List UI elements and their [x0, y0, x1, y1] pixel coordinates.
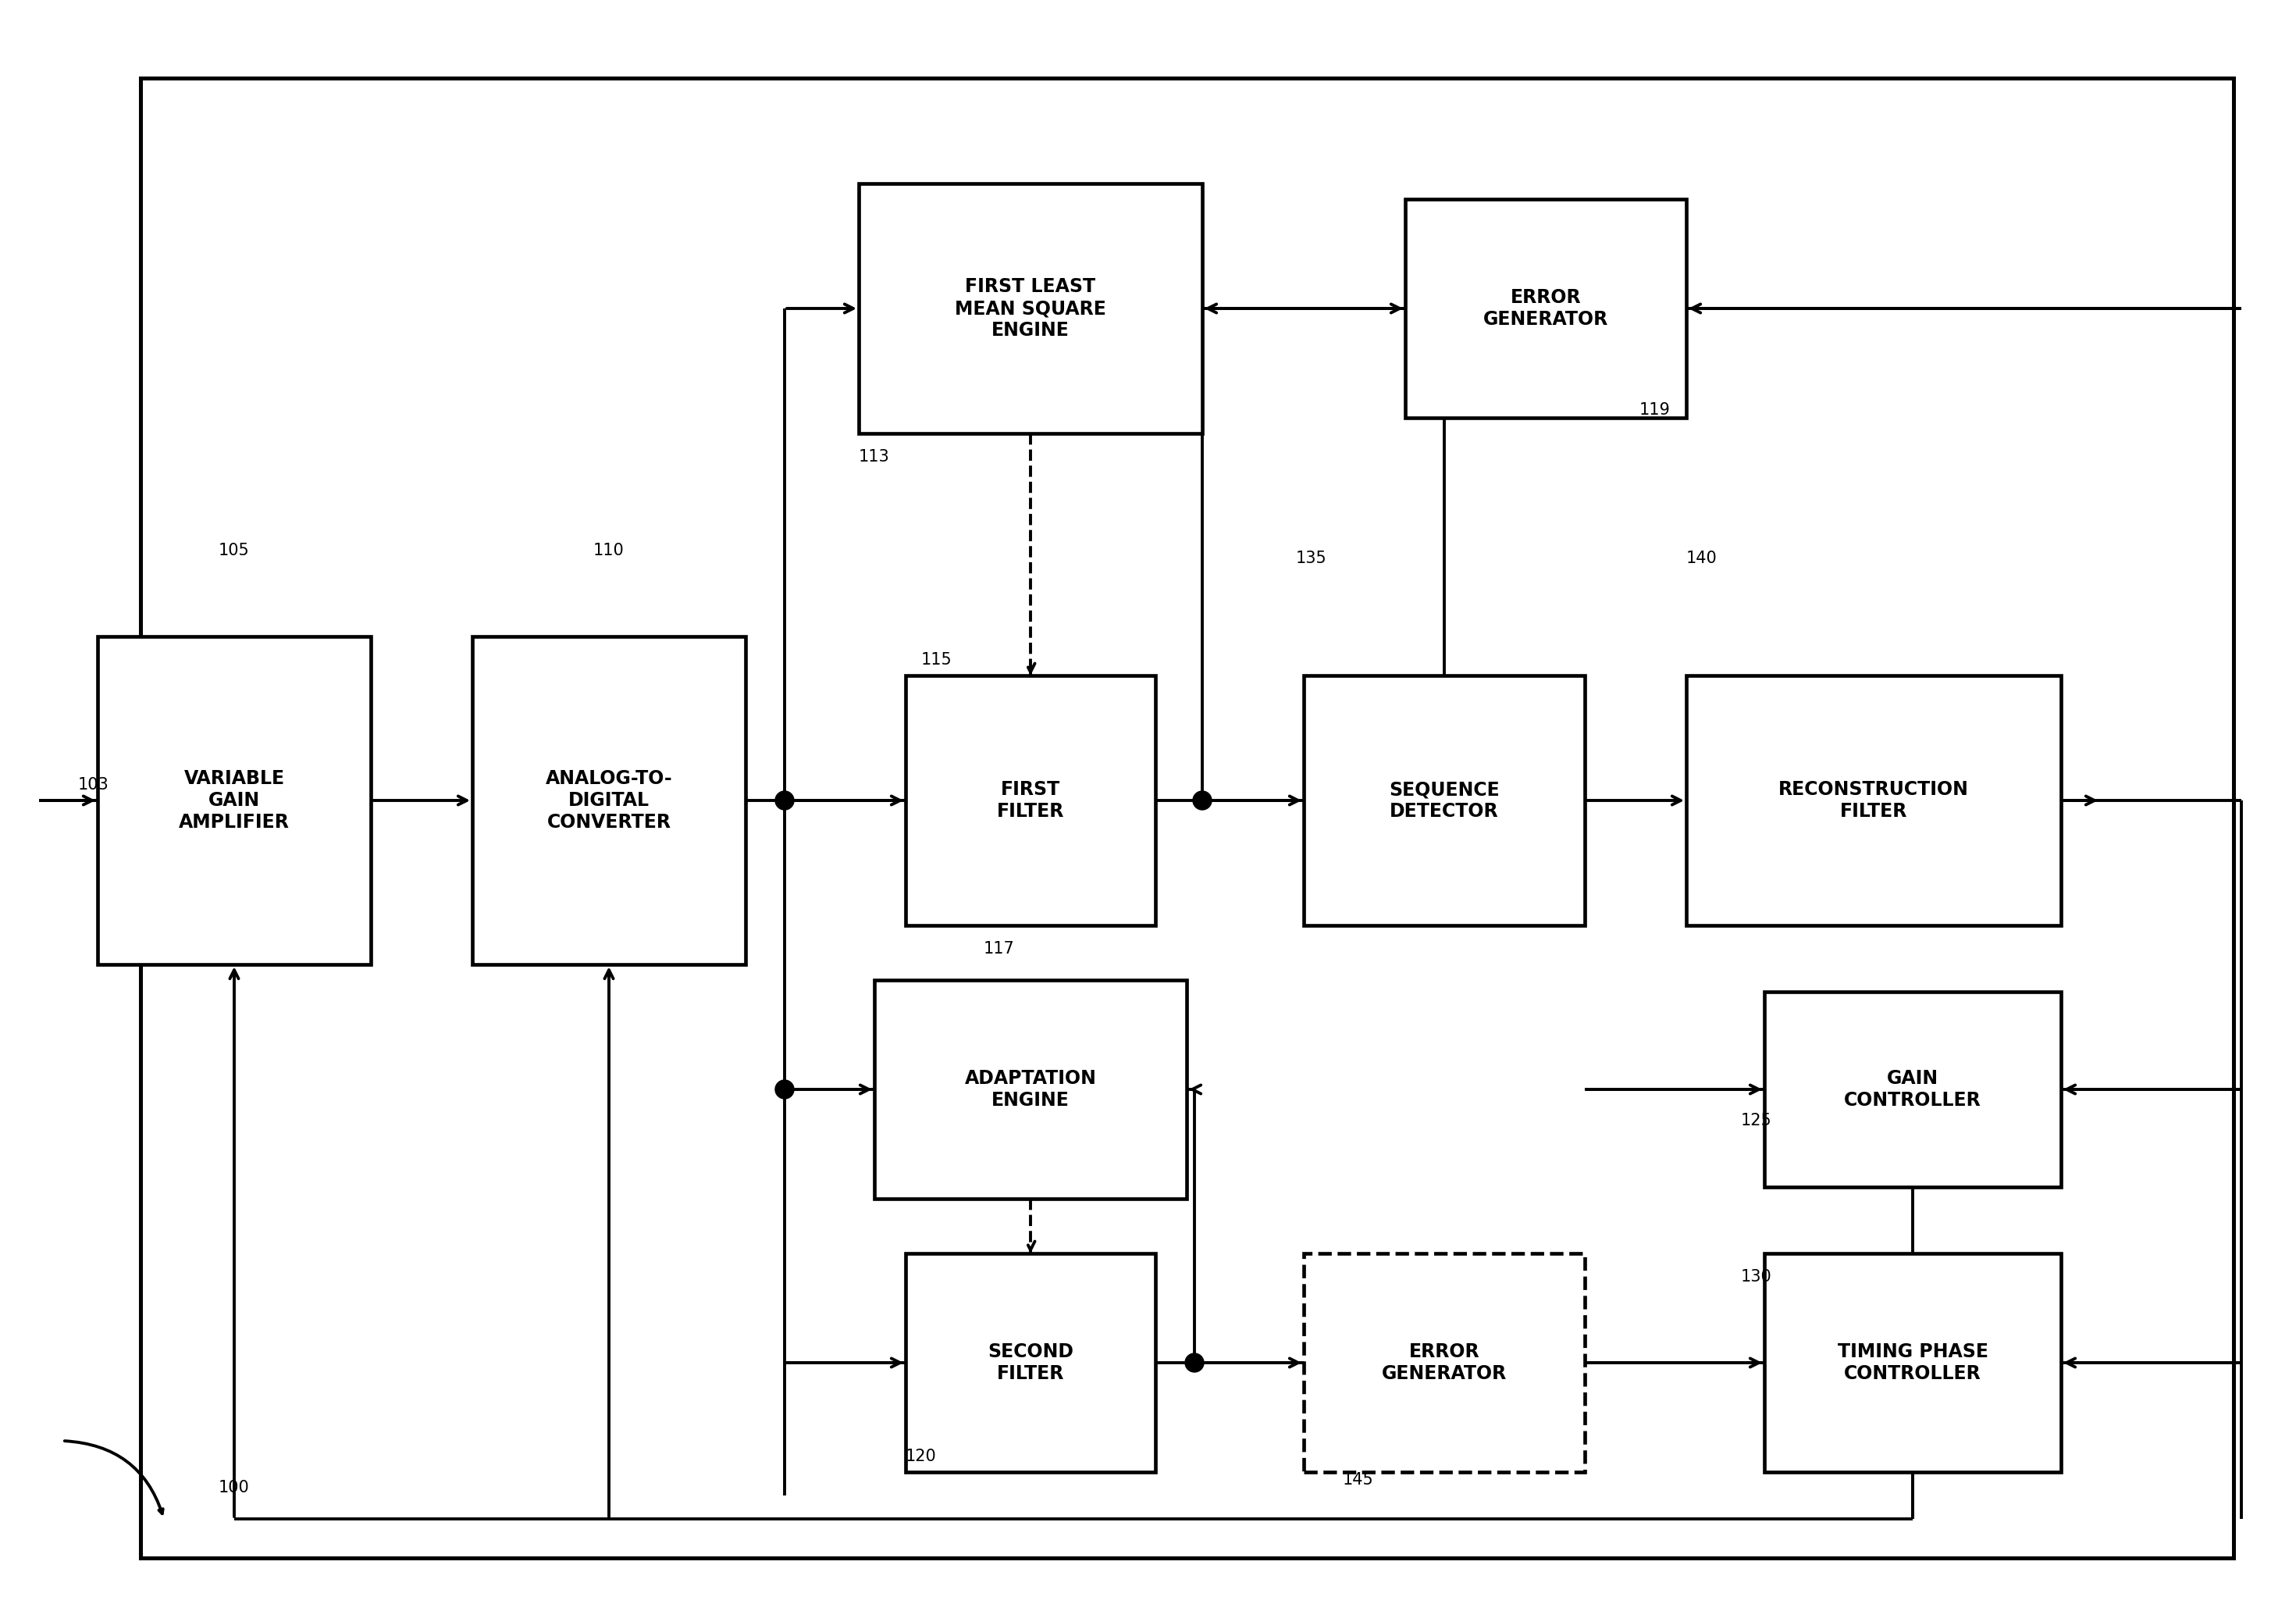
Text: FIRST
FILTER: FIRST FILTER — [996, 781, 1065, 821]
Text: 100: 100 — [218, 1480, 250, 1495]
Circle shape — [776, 1080, 794, 1099]
Text: TIMING PHASE
CONTROLLER: TIMING PHASE CONTROLLER — [1837, 1343, 1988, 1383]
Text: 145: 145 — [1343, 1472, 1373, 1488]
Text: VARIABLE
GAIN
AMPLIFIER: VARIABLE GAIN AMPLIFIER — [179, 770, 289, 832]
Text: RECONSTRUCTION
FILTER: RECONSTRUCTION FILTER — [1779, 781, 1970, 821]
FancyBboxPatch shape — [905, 676, 1155, 925]
FancyBboxPatch shape — [1763, 1254, 2062, 1472]
FancyBboxPatch shape — [1304, 676, 1584, 925]
Text: SECOND
FILTER: SECOND FILTER — [987, 1343, 1075, 1383]
FancyBboxPatch shape — [1763, 992, 2062, 1187]
Text: 120: 120 — [905, 1448, 937, 1464]
Text: ERROR
GENERATOR: ERROR GENERATOR — [1483, 287, 1607, 329]
Text: 105: 105 — [218, 543, 250, 559]
FancyBboxPatch shape — [875, 981, 1187, 1199]
Circle shape — [1194, 791, 1212, 810]
Text: FIRST LEAST
MEAN SQUARE
ENGINE: FIRST LEAST MEAN SQUARE ENGINE — [955, 278, 1107, 340]
FancyBboxPatch shape — [1405, 200, 1685, 418]
Text: 113: 113 — [859, 449, 891, 465]
Circle shape — [776, 791, 794, 810]
Text: 110: 110 — [592, 543, 625, 559]
FancyBboxPatch shape — [99, 637, 372, 965]
Text: 140: 140 — [1685, 551, 1717, 567]
Text: 125: 125 — [1740, 1113, 1773, 1129]
FancyBboxPatch shape — [905, 1254, 1155, 1472]
Text: 115: 115 — [921, 652, 953, 668]
Text: 103: 103 — [78, 778, 110, 792]
Circle shape — [1185, 1353, 1203, 1372]
Text: ANALOG-TO-
DIGITAL
CONVERTER: ANALOG-TO- DIGITAL CONVERTER — [546, 770, 673, 832]
Text: ERROR
GENERATOR: ERROR GENERATOR — [1382, 1343, 1506, 1383]
FancyBboxPatch shape — [1304, 1254, 1584, 1472]
FancyBboxPatch shape — [473, 637, 746, 965]
Text: 130: 130 — [1740, 1270, 1773, 1284]
Text: ADAPTATION
ENGINE: ADAPTATION ENGINE — [964, 1068, 1097, 1110]
FancyBboxPatch shape — [1685, 676, 2062, 925]
Text: 135: 135 — [1295, 551, 1327, 567]
FancyBboxPatch shape — [859, 184, 1203, 433]
Text: 117: 117 — [983, 941, 1015, 957]
Text: SEQUENCE
DETECTOR: SEQUENCE DETECTOR — [1389, 781, 1499, 821]
Text: GAIN
CONTROLLER: GAIN CONTROLLER — [1844, 1068, 1981, 1110]
Text: 119: 119 — [1639, 402, 1671, 418]
